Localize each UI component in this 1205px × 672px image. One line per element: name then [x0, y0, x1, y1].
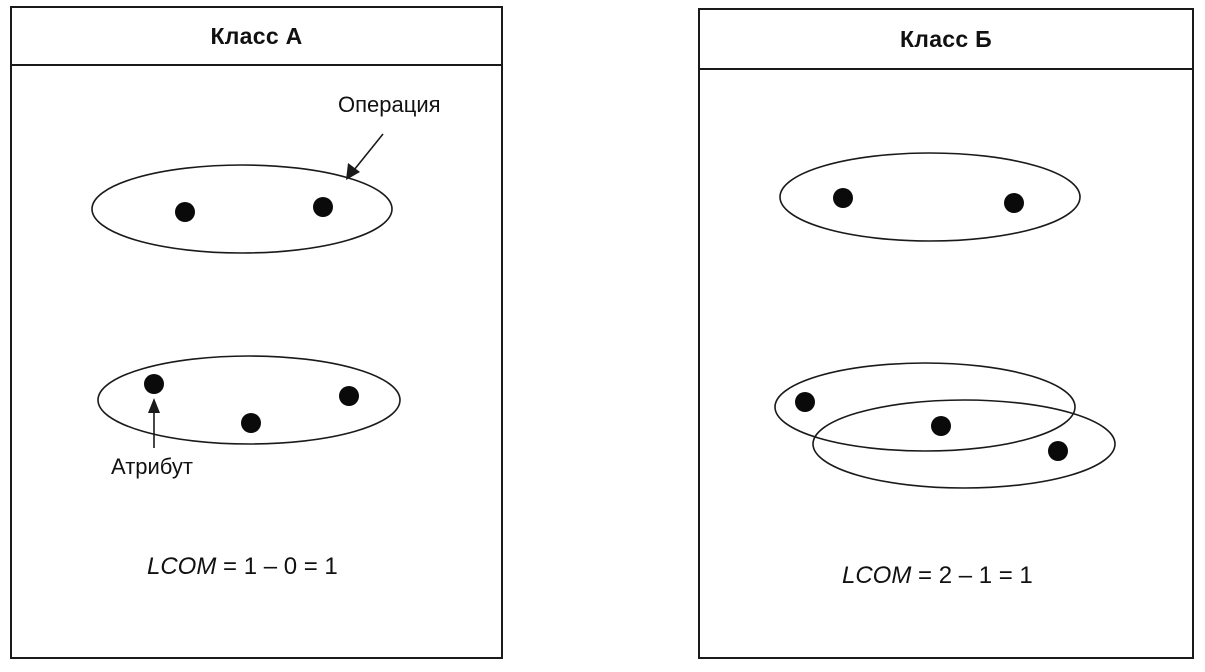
attribute-dot-a3 [144, 374, 164, 394]
class-b-formula: LCOM = 2 – 1 = 1 [842, 562, 1033, 590]
attribute-dot-b3 [795, 392, 815, 412]
attribute-dot-b2 [1004, 193, 1024, 213]
class-a-diagram [91, 133, 401, 448]
attribute-dot-a5 [339, 386, 359, 406]
operation-ellipse-a2 [97, 355, 401, 445]
attribute-dot-b4 [931, 416, 951, 436]
attribute-label: Атрибут [111, 454, 193, 479]
operation-ellipse-b3 [812, 399, 1116, 489]
attribute-dot-a4 [241, 413, 261, 433]
operation-arrowhead [346, 163, 360, 180]
class-a-panel: Класс А Операция Атрибут LCOM = 1 – 0 = … [10, 6, 503, 659]
class-b-formula-var: LCOM [842, 562, 912, 589]
class-a-formula-var: LCOM [147, 553, 217, 580]
operation-ellipse-a1 [91, 164, 393, 254]
attribute-dot-a2 [313, 197, 333, 217]
attribute-arrowhead [148, 398, 160, 413]
operation-label: Операция [338, 92, 441, 117]
class-a-title: Класс А [12, 8, 501, 66]
attribute-dot-a1 [175, 202, 195, 222]
operation-ellipse-b1 [779, 152, 1081, 242]
operation-ellipse-b2 [774, 362, 1076, 452]
attribute-dot-b5 [1048, 441, 1068, 461]
operation-arrow [353, 133, 384, 171]
class-b-title: Класс Б [700, 10, 1192, 70]
attribute-dot-b1 [833, 188, 853, 208]
class-b-formula-expr: = 2 – 1 = 1 [911, 562, 1033, 589]
class-a-formula: LCOM = 1 – 0 = 1 [147, 553, 338, 581]
class-b-diagram [774, 152, 1116, 489]
class-a-formula-expr: = 1 – 0 = 1 [216, 553, 338, 580]
class-b-panel: Класс Б LCOM = 2 – 1 = 1 [698, 8, 1194, 659]
